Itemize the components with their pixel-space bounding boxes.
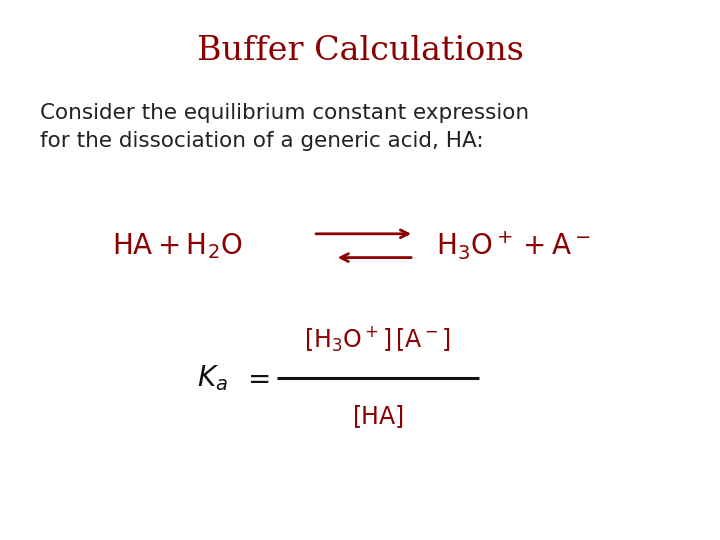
Text: $\mathregular{H_3O^+ + A^-}$: $\mathregular{H_3O^+ + A^-}$ — [436, 230, 590, 262]
Text: $K_a$: $K_a$ — [197, 363, 228, 393]
Text: $\mathregular{[H_3O^+]\,[A^-]}$: $\mathregular{[H_3O^+]\,[A^-]}$ — [305, 325, 451, 354]
Text: $\mathregular{[HA]}$: $\mathregular{[HA]}$ — [352, 403, 404, 430]
Text: $\mathregular{HA + H_2O}$: $\mathregular{HA + H_2O}$ — [112, 231, 242, 261]
Text: $=$: $=$ — [242, 364, 269, 392]
Text: Buffer Calculations: Buffer Calculations — [197, 35, 523, 67]
Text: Consider the equilibrium constant expression
for the dissociation of a generic a: Consider the equilibrium constant expres… — [40, 103, 528, 151]
